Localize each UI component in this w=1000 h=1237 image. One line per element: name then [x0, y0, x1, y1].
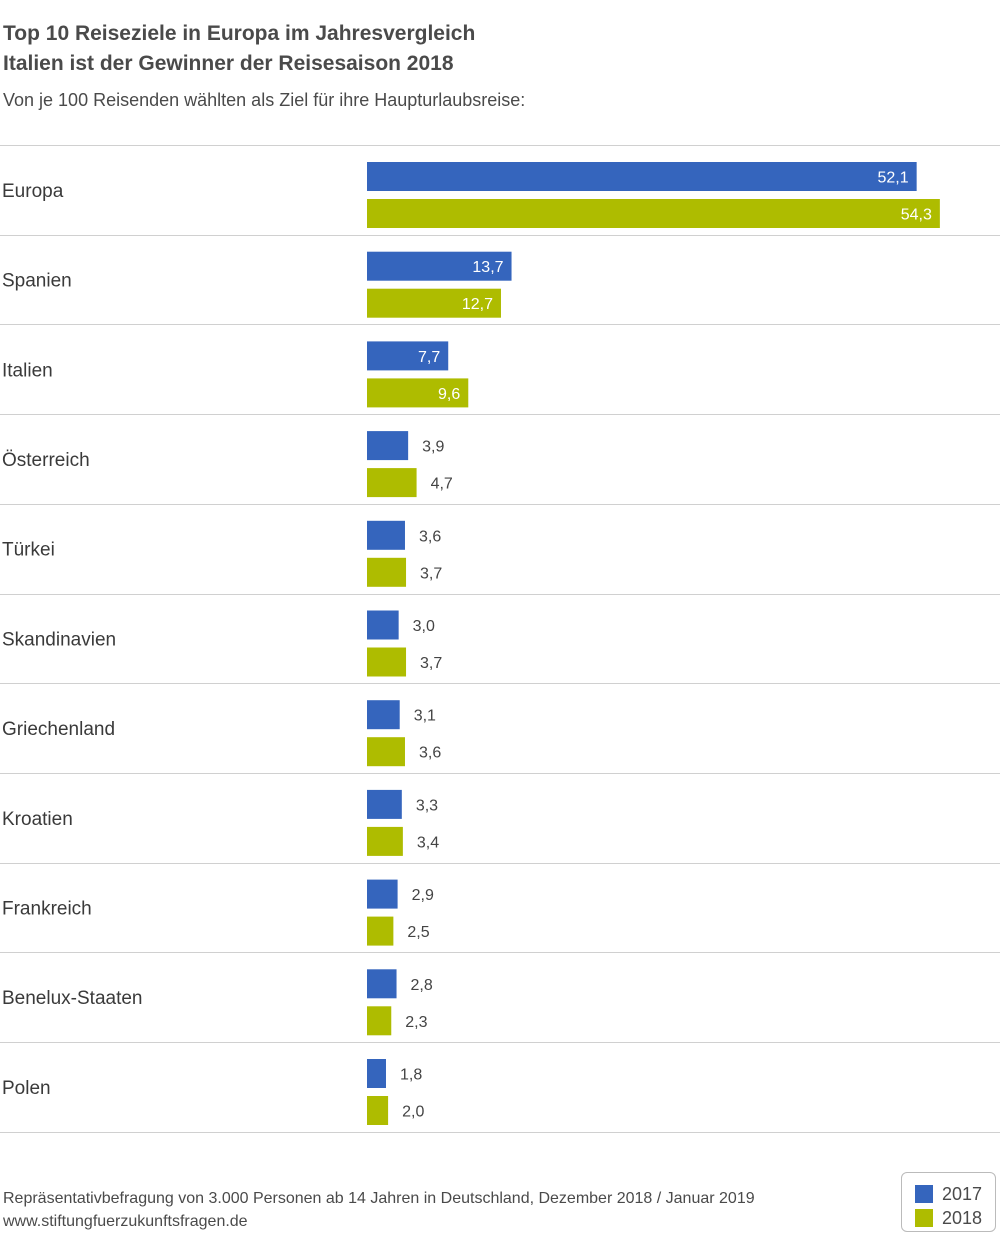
- category-label-tuerkei: Türkei: [2, 540, 55, 561]
- bar-2017-europa: [367, 162, 917, 191]
- footer-note: Repräsentativbefragung von 3.000 Persone…: [3, 1190, 755, 1207]
- value-label-2018-benelux-staaten: 2,3: [405, 1014, 427, 1031]
- legend: 2017 2018: [901, 1172, 996, 1232]
- bar-2018-kroatien: [367, 826, 403, 856]
- legend-item-2017: 2017: [915, 1182, 995, 1206]
- bar-2018-spanien: [367, 288, 501, 318]
- value-label-2018-griechenland: 3,6: [419, 745, 441, 762]
- category-label-oesterreich: Österreich: [2, 450, 90, 471]
- value-label-2017-benelux-staaten: 2,8: [411, 977, 433, 994]
- category-label-benelux-staaten: Benelux-Staaten: [2, 988, 143, 1009]
- footer-source: www.stiftungfuerzukunftsfragen.de: [3, 1213, 248, 1230]
- category-label-europa: Europa: [2, 181, 64, 202]
- bar-2017-spanien: [367, 251, 512, 281]
- value-label-2017-oesterreich: 3,9: [422, 439, 444, 456]
- value-label-2018-spanien: 12,7: [462, 296, 493, 313]
- bar-2017-tuerkei: [367, 520, 405, 550]
- category-label-griechenland: Griechenland: [2, 719, 115, 740]
- chart-description: Von je 100 Reisenden wählten als Ziel fü…: [3, 90, 526, 110]
- legend-label-2018: 2018: [942, 1207, 983, 1228]
- bar-2018-frankreich: [367, 916, 394, 946]
- value-label-2017-polen: 1,8: [400, 1067, 422, 1084]
- value-label-2018-tuerkei: 3,7: [420, 565, 442, 582]
- bar-2017-oesterreich: [367, 431, 409, 461]
- value-label-2018-italien: 9,6: [438, 386, 460, 403]
- bar-2018-griechenland: [367, 737, 405, 767]
- bar-2017-polen: [367, 1059, 386, 1088]
- category-label-kroatien: Kroatien: [2, 809, 73, 830]
- category-label-frankreich: Frankreich: [2, 898, 92, 919]
- value-label-2017-spanien: 13,7: [472, 259, 503, 276]
- value-label-2017-tuerkei: 3,6: [419, 528, 441, 545]
- chart-subtitle-headline: Italien ist der Gewinner der Reisesaison…: [3, 52, 454, 75]
- bar-2018-europa: [367, 199, 940, 228]
- legend-swatch-2017: [915, 1185, 933, 1203]
- legend-swatch-2018: [915, 1209, 933, 1227]
- value-label-2017-italien: 7,7: [418, 349, 440, 366]
- value-label-2017-griechenland: 3,1: [414, 708, 436, 725]
- value-label-2018-skandinavien: 3,7: [420, 655, 442, 672]
- category-label-skandinavien: Skandinavien: [2, 629, 116, 650]
- bar-2017-skandinavien: [367, 610, 399, 640]
- value-label-2018-oesterreich: 4,7: [431, 476, 453, 493]
- value-label-2017-frankreich: 2,9: [412, 887, 434, 904]
- bar-2017-italien: [367, 341, 449, 371]
- bar-2018-oesterreich: [367, 468, 417, 498]
- category-label-italien: Italien: [2, 360, 53, 381]
- bar-2018-polen: [367, 1096, 389, 1125]
- bar-2018-italien: [367, 378, 469, 408]
- value-label-2018-kroatien: 3,4: [417, 834, 439, 851]
- bar-2018-skandinavien: [367, 647, 407, 677]
- value-label-2018-polen: 2,0: [402, 1104, 424, 1121]
- category-label-spanien: Spanien: [2, 271, 72, 292]
- bar-chart: Europa 52,1 54,3 Spanien 13,7 12,7 Italien 7,7 9…: [0, 145, 1000, 1133]
- bar-2017-benelux-staaten: [367, 969, 397, 999]
- value-label-2017-kroatien: 3,3: [416, 797, 438, 814]
- value-label-2017-skandinavien: 3,0: [413, 618, 435, 635]
- value-label-2017-europa: 52,1: [878, 170, 909, 187]
- bar-2017-griechenland: [367, 700, 400, 730]
- legend-item-2018: 2018: [915, 1206, 995, 1230]
- value-label-2018-europa: 54,3: [901, 207, 932, 224]
- bar-2017-kroatien: [367, 789, 402, 819]
- chart-title: Top 10 Reiseziele in Europa im Jahresver…: [3, 22, 476, 45]
- bar-2017-frankreich: [367, 879, 398, 909]
- legend-label-2017: 2017: [942, 1183, 983, 1204]
- bar-2018-benelux-staaten: [367, 1006, 392, 1036]
- bar-2018-tuerkei: [367, 557, 407, 587]
- category-label-polen: Polen: [2, 1078, 51, 1099]
- value-label-2018-frankreich: 2,5: [407, 924, 429, 941]
